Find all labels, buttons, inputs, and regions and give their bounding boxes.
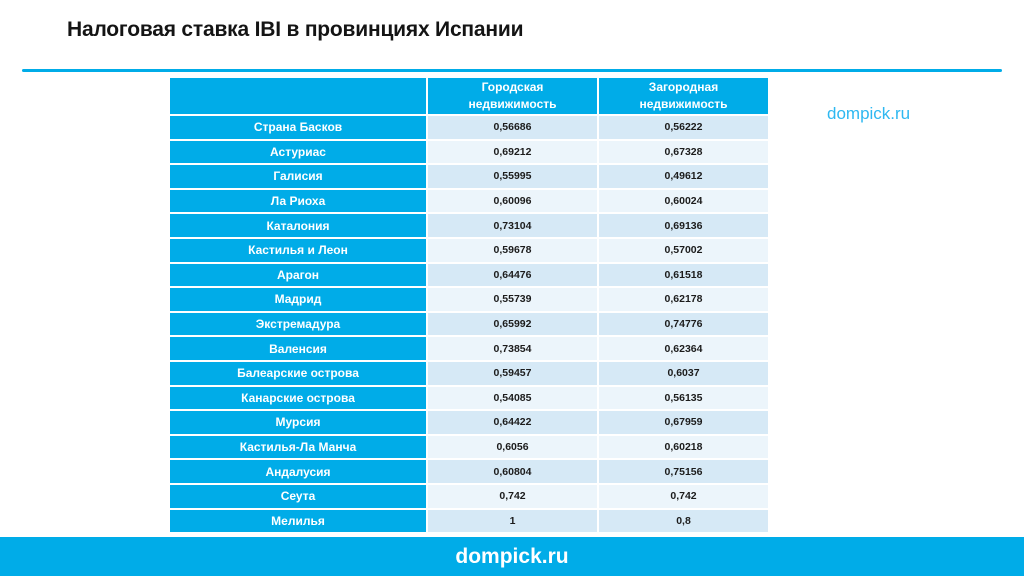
urban-rate: 0,64422 bbox=[428, 411, 597, 434]
region-name: Мурсия bbox=[170, 411, 426, 434]
urban-rate: 0,56686 bbox=[428, 116, 597, 139]
region-name: Экстремадура bbox=[170, 312, 426, 336]
table-row: Кастилья-Ла Манча 0,6056 0,60218 bbox=[170, 435, 768, 459]
table-row: Мурсия 0,64422 0,67959 bbox=[170, 411, 768, 434]
urban-rate: 0,60804 bbox=[428, 460, 597, 483]
rural-rate: 0,8 bbox=[599, 509, 768, 533]
table-row: Кастилья и Леон 0,59678 0,57002 bbox=[170, 238, 768, 262]
table-row: Арагон 0,64476 0,61518 bbox=[170, 263, 768, 287]
urban-rate: 0,55995 bbox=[428, 165, 597, 188]
table-row: Сеута 0,742 0,742 bbox=[170, 484, 768, 508]
urban-rate: 0,65992 bbox=[428, 312, 597, 336]
urban-rate: 0,73104 bbox=[428, 214, 597, 237]
table-row: Астуриас 0,69212 0,67328 bbox=[170, 140, 768, 164]
region-name: Валенсия bbox=[170, 337, 426, 360]
region-name: Ла Риоха bbox=[170, 189, 426, 213]
table-row: Ла Риоха 0,60096 0,60024 bbox=[170, 189, 768, 213]
region-name: Галисия bbox=[170, 165, 426, 188]
ibi-rates-table: Городская недвижимость Загородная недвиж… bbox=[170, 78, 768, 533]
region-name: Арагон bbox=[170, 263, 426, 287]
rural-rate: 0,69136 bbox=[599, 214, 768, 237]
urban-rate: 0,742 bbox=[428, 484, 597, 508]
watermark-side-link: dompick.ru bbox=[827, 104, 911, 123]
region-name: Сеута bbox=[170, 484, 426, 508]
rural-rate: 0,742 bbox=[599, 484, 768, 508]
rural-rate: 0,56222 bbox=[599, 116, 768, 139]
region-name: Кастилья и Леон bbox=[170, 238, 426, 262]
rural-rate: 0,60218 bbox=[599, 435, 768, 459]
region-name: Мелилья bbox=[170, 509, 426, 533]
urban-rate: 0,6056 bbox=[428, 435, 597, 459]
region-name: Мадрид bbox=[170, 288, 426, 311]
rural-rate: 0,61518 bbox=[599, 263, 768, 287]
table-row: Каталония 0,73104 0,69136 bbox=[170, 214, 768, 237]
rural-rate: 0,67959 bbox=[599, 411, 768, 434]
header-region-cell bbox=[170, 78, 426, 114]
table-row: Валенсия 0,73854 0,62364 bbox=[170, 337, 768, 360]
rural-rate: 0,67328 bbox=[599, 140, 768, 164]
table-row: Андалусия 0,60804 0,75156 bbox=[170, 460, 768, 483]
table-row: Мадрид 0,55739 0,62178 bbox=[170, 288, 768, 311]
rural-rate: 0,74776 bbox=[599, 312, 768, 336]
table-row: Экстремадура 0,65992 0,74776 bbox=[170, 312, 768, 336]
region-name: Страна Басков bbox=[170, 116, 426, 139]
table-row: Балеарские острова 0,59457 0,6037 bbox=[170, 361, 768, 385]
table-row: Канарские острова 0,54085 0,56135 bbox=[170, 386, 768, 410]
urban-rate: 0,64476 bbox=[428, 263, 597, 287]
header-urban-cell: Городская недвижимость bbox=[428, 78, 597, 114]
region-name: Андалусия bbox=[170, 460, 426, 483]
rural-rate: 0,62178 bbox=[599, 288, 768, 311]
region-name: Кастилья-Ла Манча bbox=[170, 435, 426, 459]
urban-rate: 0,59457 bbox=[428, 361, 597, 385]
urban-rate: 0,54085 bbox=[428, 386, 597, 410]
table-row: Галисия 0,55995 0,49612 bbox=[170, 165, 768, 188]
region-name: Астуриас bbox=[170, 140, 426, 164]
rural-rate: 0,60024 bbox=[599, 189, 768, 213]
region-name: Каталония bbox=[170, 214, 426, 237]
header-rural-cell: Загородная недвижимость bbox=[599, 78, 768, 114]
urban-rate: 0,69212 bbox=[428, 140, 597, 164]
table-header-row: Городская недвижимость Загородная недвиж… bbox=[170, 78, 768, 114]
rural-rate: 0,62364 bbox=[599, 337, 768, 360]
rural-rate: 0,6037 bbox=[599, 361, 768, 385]
table-row: Страна Басков 0,56686 0,56222 bbox=[170, 116, 768, 139]
rural-rate: 0,49612 bbox=[599, 165, 768, 188]
urban-rate: 1 bbox=[428, 509, 597, 533]
urban-rate: 0,59678 bbox=[428, 238, 597, 262]
footer-band: dompick.ru bbox=[0, 537, 1024, 576]
rural-rate: 0,75156 bbox=[599, 460, 768, 483]
urban-rate: 0,73854 bbox=[428, 337, 597, 360]
urban-rate: 0,55739 bbox=[428, 288, 597, 311]
footer-brand-link: dompick.ru bbox=[455, 544, 569, 568]
region-name: Канарские острова bbox=[170, 386, 426, 410]
rural-rate: 0,57002 bbox=[599, 238, 768, 262]
region-name: Балеарские острова bbox=[170, 361, 426, 385]
page-title: Налоговая ставка IBI в провинциях Испани… bbox=[67, 18, 524, 41]
rural-rate: 0,56135 bbox=[599, 386, 768, 410]
title-divider bbox=[22, 69, 1002, 72]
table-row: Мелилья 1 0,8 bbox=[170, 509, 768, 533]
urban-rate: 0,60096 bbox=[428, 189, 597, 213]
